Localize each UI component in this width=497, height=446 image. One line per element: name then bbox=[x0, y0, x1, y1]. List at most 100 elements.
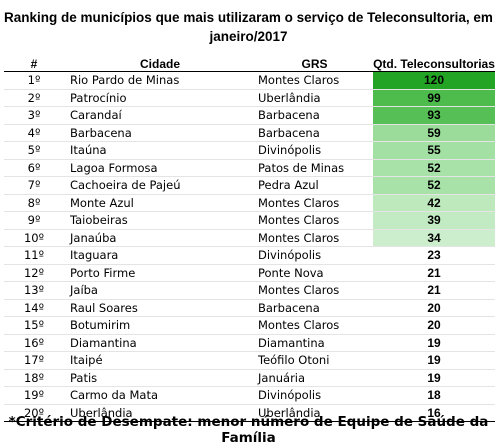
qtd-cell: 55 bbox=[373, 141, 495, 160]
table-row: 19º Carmo da Mata Divinópolis 18 bbox=[4, 386, 495, 405]
qtd-cell: 59 bbox=[373, 124, 495, 142]
table-row: 11º Itaguara Divinópolis 23 bbox=[4, 246, 495, 265]
rank-cell: 5º bbox=[4, 141, 64, 160]
table-row: 10º Janaúba Montes Claros 34 bbox=[4, 229, 495, 247]
grs-cell: Montes Claros bbox=[256, 229, 373, 247]
grs-cell: Montes Claros bbox=[256, 194, 373, 212]
table-row: 20º Uberlândia Uberlândia 16 bbox=[4, 404, 495, 422]
qtd-cell: 120 bbox=[373, 71, 495, 90]
ranking-table: # Cidade GRS Qtd. Teleconsultorias 1º Rio… bbox=[4, 56, 495, 422]
grs-cell: Montes Claros bbox=[256, 211, 373, 230]
table-row: 5º Itaúna Divinópolis 55 bbox=[4, 141, 495, 160]
rank-cell: 15º bbox=[4, 316, 64, 335]
table-row: 9º Taiobeiras Montes Claros 39 bbox=[4, 211, 495, 230]
grs-cell: Teófilo Otoni bbox=[256, 351, 373, 370]
table-row: 7º Cachoeira de Pajeú Pedra Azul 52 bbox=[4, 176, 495, 195]
qtd-cell: 34 bbox=[373, 229, 495, 247]
grs-cell: Pedra Azul bbox=[256, 176, 373, 195]
table-row: 13º Jaíba Montes Claros 21 bbox=[4, 281, 495, 300]
rank-cell: 16º bbox=[4, 334, 64, 352]
qtd-cell: 42 bbox=[373, 194, 495, 212]
grs-cell: Diamantina bbox=[256, 334, 373, 352]
qtd-cell: 93 bbox=[373, 106, 495, 125]
table-row: 17º Itaipé Teófilo Otoni 19 bbox=[4, 351, 495, 370]
grs-cell: Januária bbox=[256, 369, 373, 387]
qtd-cell: 39 bbox=[373, 211, 495, 230]
grs-cell: Patos de Minas bbox=[256, 159, 373, 177]
qtd-cell: 21 bbox=[373, 281, 495, 300]
qtd-cell: 19 bbox=[373, 334, 495, 352]
header-qtd: Qtd. Teleconsultorias bbox=[373, 56, 495, 72]
city-cell: Carandaí bbox=[64, 106, 256, 125]
grs-cell: Montes Claros bbox=[256, 71, 373, 90]
qtd-cell: 20 bbox=[373, 316, 495, 335]
rank-cell: 4º bbox=[4, 124, 64, 142]
page-title: Ranking de municípios que mais utilizara… bbox=[4, 10, 493, 44]
city-cell: Lagoa Formosa bbox=[64, 159, 256, 177]
table-row: 4º Barbacena Barbacena 59 bbox=[4, 124, 495, 142]
qtd-cell: 21 bbox=[373, 264, 495, 282]
grs-cell: Divinópolis bbox=[256, 386, 373, 405]
qtd-cell: 19 bbox=[373, 369, 495, 387]
city-cell: Patrocínio bbox=[64, 89, 256, 107]
grs-cell: Divinópolis bbox=[256, 141, 373, 160]
grs-cell: Uberlândia bbox=[256, 404, 373, 422]
city-cell: Taiobeiras bbox=[64, 211, 256, 230]
grs-cell: Barbacena bbox=[256, 299, 373, 317]
city-cell: Botumirim bbox=[64, 316, 256, 335]
table-row: 14º Raul Soares Barbacena 20 bbox=[4, 299, 495, 317]
rank-cell: 18º bbox=[4, 369, 64, 387]
table-header-row: # Cidade GRS Qtd. Teleconsultorias bbox=[4, 56, 495, 72]
city-cell: Barbacena bbox=[64, 124, 256, 142]
grs-cell: Ponte Nova bbox=[256, 264, 373, 282]
rank-cell: 2º bbox=[4, 89, 64, 107]
grs-cell: Montes Claros bbox=[256, 281, 373, 300]
table-row: 16º Diamantina Diamantina 19 bbox=[4, 334, 495, 352]
city-cell: Diamantina bbox=[64, 334, 256, 352]
rank-cell: 3º bbox=[4, 106, 64, 125]
city-cell: Jaíba bbox=[64, 281, 256, 300]
rank-cell: 19º bbox=[4, 386, 64, 405]
header-city: Cidade bbox=[64, 56, 256, 72]
rank-cell: 9º bbox=[4, 211, 64, 230]
header-rank: # bbox=[4, 56, 64, 72]
qtd-cell: 99 bbox=[373, 89, 495, 107]
rank-cell: 17º bbox=[4, 351, 64, 370]
city-cell: Itaguara bbox=[64, 246, 256, 265]
city-cell: Itaúna bbox=[64, 141, 256, 160]
city-cell: Itaipé bbox=[64, 351, 256, 370]
city-cell: Cachoeira de Pajeú bbox=[64, 176, 256, 195]
qtd-cell: 16 bbox=[373, 404, 495, 422]
qtd-cell: 20 bbox=[373, 299, 495, 317]
city-cell: Porto Firme bbox=[64, 264, 256, 282]
rank-cell: 7º bbox=[4, 176, 64, 195]
footnote: *Critério de Desempate: menor número de … bbox=[8, 414, 489, 446]
rank-cell: 11º bbox=[4, 246, 64, 265]
rank-cell: 13º bbox=[4, 281, 64, 300]
table-row: 6º Lagoa Formosa Patos de Minas 52 bbox=[4, 159, 495, 177]
table-row: 12º Porto Firme Ponte Nova 21 bbox=[4, 264, 495, 282]
table-row: 1º Rio Pardo de Minas Montes Claros 120 bbox=[4, 71, 495, 90]
grs-cell: Barbacena bbox=[256, 124, 373, 142]
city-cell: Uberlândia bbox=[64, 404, 256, 422]
grs-cell: Barbacena bbox=[256, 106, 373, 125]
city-cell: Rio Pardo de Minas bbox=[64, 71, 256, 90]
table-row: 15º Botumirim Montes Claros 20 bbox=[4, 316, 495, 335]
rank-cell: 20º bbox=[4, 404, 64, 422]
qtd-cell: 23 bbox=[373, 246, 495, 265]
city-cell: Raul Soares bbox=[64, 299, 256, 317]
grs-cell: Uberlândia bbox=[256, 89, 373, 107]
grs-cell: Divinópolis bbox=[256, 246, 373, 265]
qtd-cell: 19 bbox=[373, 351, 495, 370]
qtd-cell: 18 bbox=[373, 386, 495, 405]
rank-cell: 8º bbox=[4, 194, 64, 212]
table-row: 3º Carandaí Barbacena 93 bbox=[4, 106, 495, 125]
city-cell: Monte Azul bbox=[64, 194, 256, 212]
table-row: 18º Patis Januária 19 bbox=[4, 369, 495, 387]
header-grs: GRS bbox=[256, 56, 373, 72]
grs-cell: Montes Claros bbox=[256, 316, 373, 335]
city-cell: Patis bbox=[64, 369, 256, 387]
table-row: 2º Patrocínio Uberlândia 99 bbox=[4, 89, 495, 107]
city-cell: Carmo da Mata bbox=[64, 386, 256, 405]
table-body: 1º Rio Pardo de Minas Montes Claros 120 2º Pa… bbox=[4, 71, 495, 422]
